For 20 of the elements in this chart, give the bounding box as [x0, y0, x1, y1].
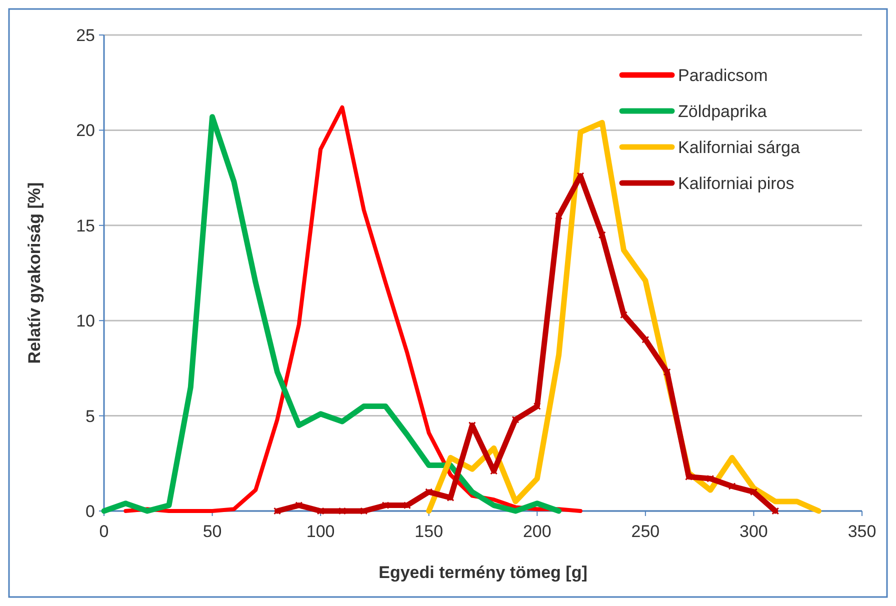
y-tick-label: 10	[76, 312, 95, 331]
x-tick-label: 100	[306, 522, 335, 541]
legend-label: Zöldpaprika	[678, 102, 768, 121]
legend-label: Kaliforniai sárga	[678, 138, 800, 157]
x-tick-label: 0	[99, 522, 109, 541]
y-tick-label: 5	[86, 406, 95, 426]
x-tick-label: 50	[202, 522, 222, 541]
x-tick-label: 350	[848, 522, 876, 541]
legend-label: Paradicsom	[678, 66, 768, 85]
y-axis-title: Relatív gyakoriság [%]	[25, 182, 44, 364]
legend-label: Kaliforniai piros	[678, 174, 794, 193]
y-tick-label: 25	[76, 26, 95, 45]
x-tick-label: 300	[740, 522, 768, 541]
x-tick-label: 200	[522, 522, 552, 541]
x-axis-title: Egyedi termény tömeg [g]	[378, 563, 588, 582]
x-tick-label: 250	[631, 522, 660, 541]
x-tick-label: 150	[414, 522, 444, 541]
y-tick-label: 0	[86, 502, 95, 521]
y-tick-label: 15	[76, 216, 95, 236]
y-tick-label: 20	[76, 121, 95, 140]
